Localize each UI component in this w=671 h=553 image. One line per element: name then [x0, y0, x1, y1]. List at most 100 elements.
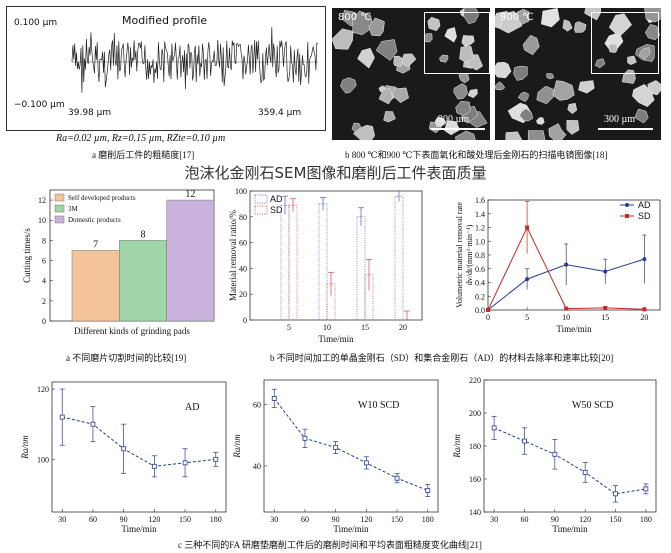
tick-label: 40: [239, 264, 247, 273]
tick-label: 0.8: [475, 251, 485, 260]
cutting-caption: a 不同磨片切割时间的比较[19]: [66, 353, 187, 363]
ra-axes-frame: [483, 379, 657, 513]
sem-particle: [444, 120, 461, 136]
tick-label: 5: [287, 323, 291, 332]
profile-title: Modified profile: [122, 14, 208, 27]
tick-label: 2: [42, 297, 46, 306]
tick-label: 30: [270, 515, 278, 524]
sem-particle: [375, 39, 398, 61]
tick-label: 30: [58, 515, 66, 524]
legend-label: AD: [270, 194, 283, 204]
ra-point: [491, 425, 497, 431]
legend-swatch: [254, 205, 268, 215]
sd-bar-10: [326, 283, 336, 321]
sem-particle: [434, 116, 447, 127]
sem-particle: [608, 43, 618, 53]
sem-particle: [495, 61, 512, 79]
sem-particle: [378, 88, 393, 105]
ra-axes-frame: [263, 379, 439, 513]
ra-point: [151, 463, 157, 469]
ra-point: [582, 469, 588, 475]
sem-particle: [584, 8, 602, 21]
legend-label: 3M: [68, 205, 79, 213]
axis-ylabel: Material removal ratio/%: [228, 210, 238, 301]
tick-label: 6: [42, 257, 46, 266]
sem-particle: [608, 13, 633, 38]
sem-particle: [519, 108, 534, 122]
tick-label: 60: [301, 515, 309, 524]
sem-particle: [541, 8, 560, 28]
sem-particle: [527, 130, 546, 140]
sem-particle: [634, 108, 649, 124]
sem-particle: [513, 65, 528, 81]
ad-point: [603, 269, 608, 274]
sem-particle: [536, 85, 556, 105]
tick-label: 1.6: [475, 196, 485, 205]
tick-label: 160: [469, 475, 481, 484]
legend-swatch: [54, 215, 65, 224]
sd-bar-5: [288, 204, 298, 321]
sem-particle: [638, 46, 651, 60]
tick-label: 60: [520, 515, 528, 524]
tick-label: 20: [640, 313, 648, 322]
tick-label: 0: [42, 317, 46, 326]
axis-xlabel: Different kinds of grinding pads: [74, 326, 190, 336]
tick-label: 0.4: [475, 279, 485, 288]
tick-label: 10: [323, 323, 331, 332]
bar-value-label: 12: [185, 189, 195, 200]
ra-point: [213, 456, 219, 462]
sem-particle: [340, 77, 357, 94]
ra-line: [62, 416, 216, 467]
legend-label: SD: [270, 205, 283, 215]
sem-particle: [353, 124, 375, 140]
sem-label-900: 900 ℃: [500, 12, 534, 23]
sem-particle: [627, 55, 637, 65]
sem-particle: [505, 131, 523, 140]
ra-line: [493, 427, 646, 495]
tick-label: 120: [148, 515, 160, 524]
axis-ylabel: Cutting times/s: [22, 228, 32, 283]
ra-point: [522, 438, 527, 444]
tick-label: 150: [610, 515, 622, 524]
sem-particle: [522, 34, 540, 56]
sem-particle: [439, 54, 449, 63]
tick-label: 1.0: [475, 237, 485, 246]
sem-image-900: [495, 8, 661, 140]
sem-particle: [548, 123, 567, 140]
sem-particle: [566, 120, 580, 135]
tick-label: 15: [361, 323, 369, 332]
axis-xlabel: Time/min: [333, 524, 369, 534]
ra-point: [425, 488, 431, 493]
profile-y-top: 0.100 µm: [14, 18, 58, 28]
tick-label: 60: [253, 401, 261, 410]
sem-particle: [645, 24, 660, 41]
tick-label: 120: [360, 515, 372, 524]
sem-image-800: [332, 8, 490, 140]
tick-label: 90: [551, 515, 559, 524]
axis-ylabel: Volumetric material removal rate: [455, 202, 464, 308]
tick-label: 8: [42, 236, 46, 245]
bar-2: [166, 199, 215, 322]
legend-label: SD: [638, 211, 651, 221]
sd-point: [525, 225, 530, 230]
ad-bar-15: [356, 216, 366, 321]
tick-label: 180: [469, 442, 481, 451]
ra-point: [121, 446, 127, 452]
chart-label: W10 SCD: [358, 400, 399, 411]
profile-x-left: 39.98 µm: [68, 108, 112, 118]
tick-label: 0.0: [475, 306, 485, 315]
tick-label: 180: [640, 515, 652, 524]
axis-ylabel: Ra/nm: [452, 434, 462, 459]
sem-scalebar-800: [430, 128, 485, 130]
sem-particle: [455, 100, 471, 117]
axis-ylabel: Ra/nm: [20, 435, 30, 460]
axis-ylabel-unit: dv/dt/(mm³·min⁻¹): [465, 224, 474, 285]
tick-label: 15: [601, 313, 609, 322]
sem-particle: [562, 19, 573, 32]
profile-caption: a 磨削后工件的粗糙度[17]: [92, 150, 195, 160]
sem-particle: [461, 35, 475, 47]
tick-label: 80: [239, 213, 247, 222]
rate-axes-frame: [487, 199, 661, 311]
tick-label: 180: [210, 515, 222, 524]
